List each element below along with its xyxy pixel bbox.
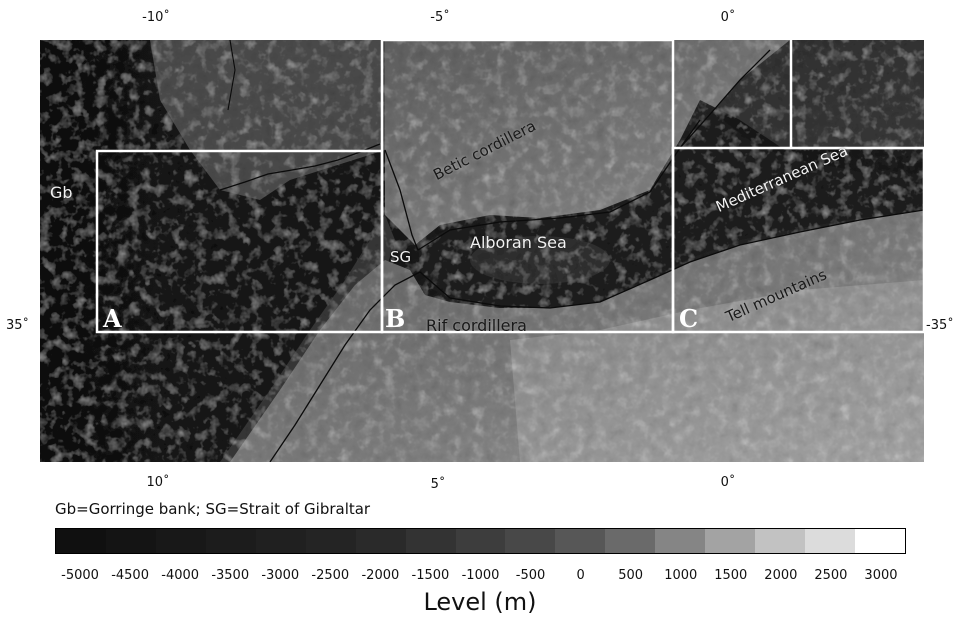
colorbar-tick-label: 2500 <box>814 568 848 583</box>
strait-gibraltar-label: SG <box>390 248 412 266</box>
colorbar-cell <box>255 529 306 553</box>
colorbar-cell <box>555 529 606 553</box>
colorbar-cell <box>56 529 106 553</box>
colorbar-tick-label: 2000 <box>764 568 798 583</box>
lon-label-top-west10: -10˚ <box>142 10 170 25</box>
colorbar-tick-label: -4000 <box>161 568 200 583</box>
lat-label-right: -35˚ <box>926 318 954 333</box>
colorbar-cell <box>205 529 256 553</box>
lon-label-top-west5: -5˚ <box>430 10 450 25</box>
colorbar-cell <box>505 529 556 553</box>
colorbar-tick-label: -2500 <box>311 568 350 583</box>
colorbar-cell <box>705 529 756 553</box>
region-box-c <box>671 146 924 334</box>
colorbar-tick-label: 1000 <box>664 568 698 583</box>
lat-label-left: 35˚ <box>6 318 30 333</box>
gorringe-bank-label: Gb <box>50 183 73 202</box>
colorbar-tick-label: 0 <box>576 568 585 583</box>
colorbar-cell <box>305 529 356 553</box>
lon-label-bottom-5: 5˚ <box>430 477 446 492</box>
alboran-sea-label: Alboran Sea <box>470 233 567 252</box>
colorbar-tick-label: -1000 <box>461 568 500 583</box>
region-letter-c: C <box>679 304 699 333</box>
colorbar-tick-label: -1500 <box>411 568 450 583</box>
colorbar-cell <box>155 529 206 553</box>
region-letter-b: B <box>385 304 406 333</box>
colorbar-cell <box>605 529 656 553</box>
lon-label-bottom-10: 10˚ <box>146 475 170 490</box>
colorbar-cell <box>405 529 456 553</box>
colorbar-tick-label: 1500 <box>714 568 748 583</box>
colorbar-cell <box>105 529 156 553</box>
colorbar-cell <box>355 529 406 553</box>
colorbar-tick-label: -4500 <box>111 568 149 583</box>
colorbar-cell <box>805 529 855 553</box>
lon-label-bottom-zero: 0˚ <box>720 475 736 490</box>
colorbar-cell <box>855 529 905 553</box>
colorbar-cell <box>655 529 706 553</box>
region-letter-a: A <box>103 304 122 333</box>
rif-cordillera-label: Rif cordillera <box>426 316 527 335</box>
colorbar-cell <box>755 529 806 553</box>
colorbar-tick-label: -3500 <box>211 568 250 583</box>
colorbar-cell <box>455 529 506 553</box>
colorbar-tick-label: -5000 <box>61 568 99 583</box>
colorbar-tick-label: -3000 <box>261 568 300 583</box>
colorbar-tick-label: 3000 <box>864 568 898 583</box>
abbreviations-note: Gb=Gorringe bank; SG=Strait of Gibraltar <box>55 500 371 518</box>
colorbar-tick-label: -2000 <box>361 568 400 583</box>
colorbar-tick-label: 500 <box>618 568 644 583</box>
relief-map: A B C Gb SG Betic cordillera Alboran Sea… <box>40 40 924 462</box>
elevation-colorbar <box>55 528 906 554</box>
colorbar-unit-label: Level (m) <box>423 588 537 616</box>
lon-label-top-zero: 0˚ <box>720 10 736 25</box>
colorbar-tick-label: -500 <box>515 568 546 583</box>
relief-map-image <box>40 40 924 462</box>
